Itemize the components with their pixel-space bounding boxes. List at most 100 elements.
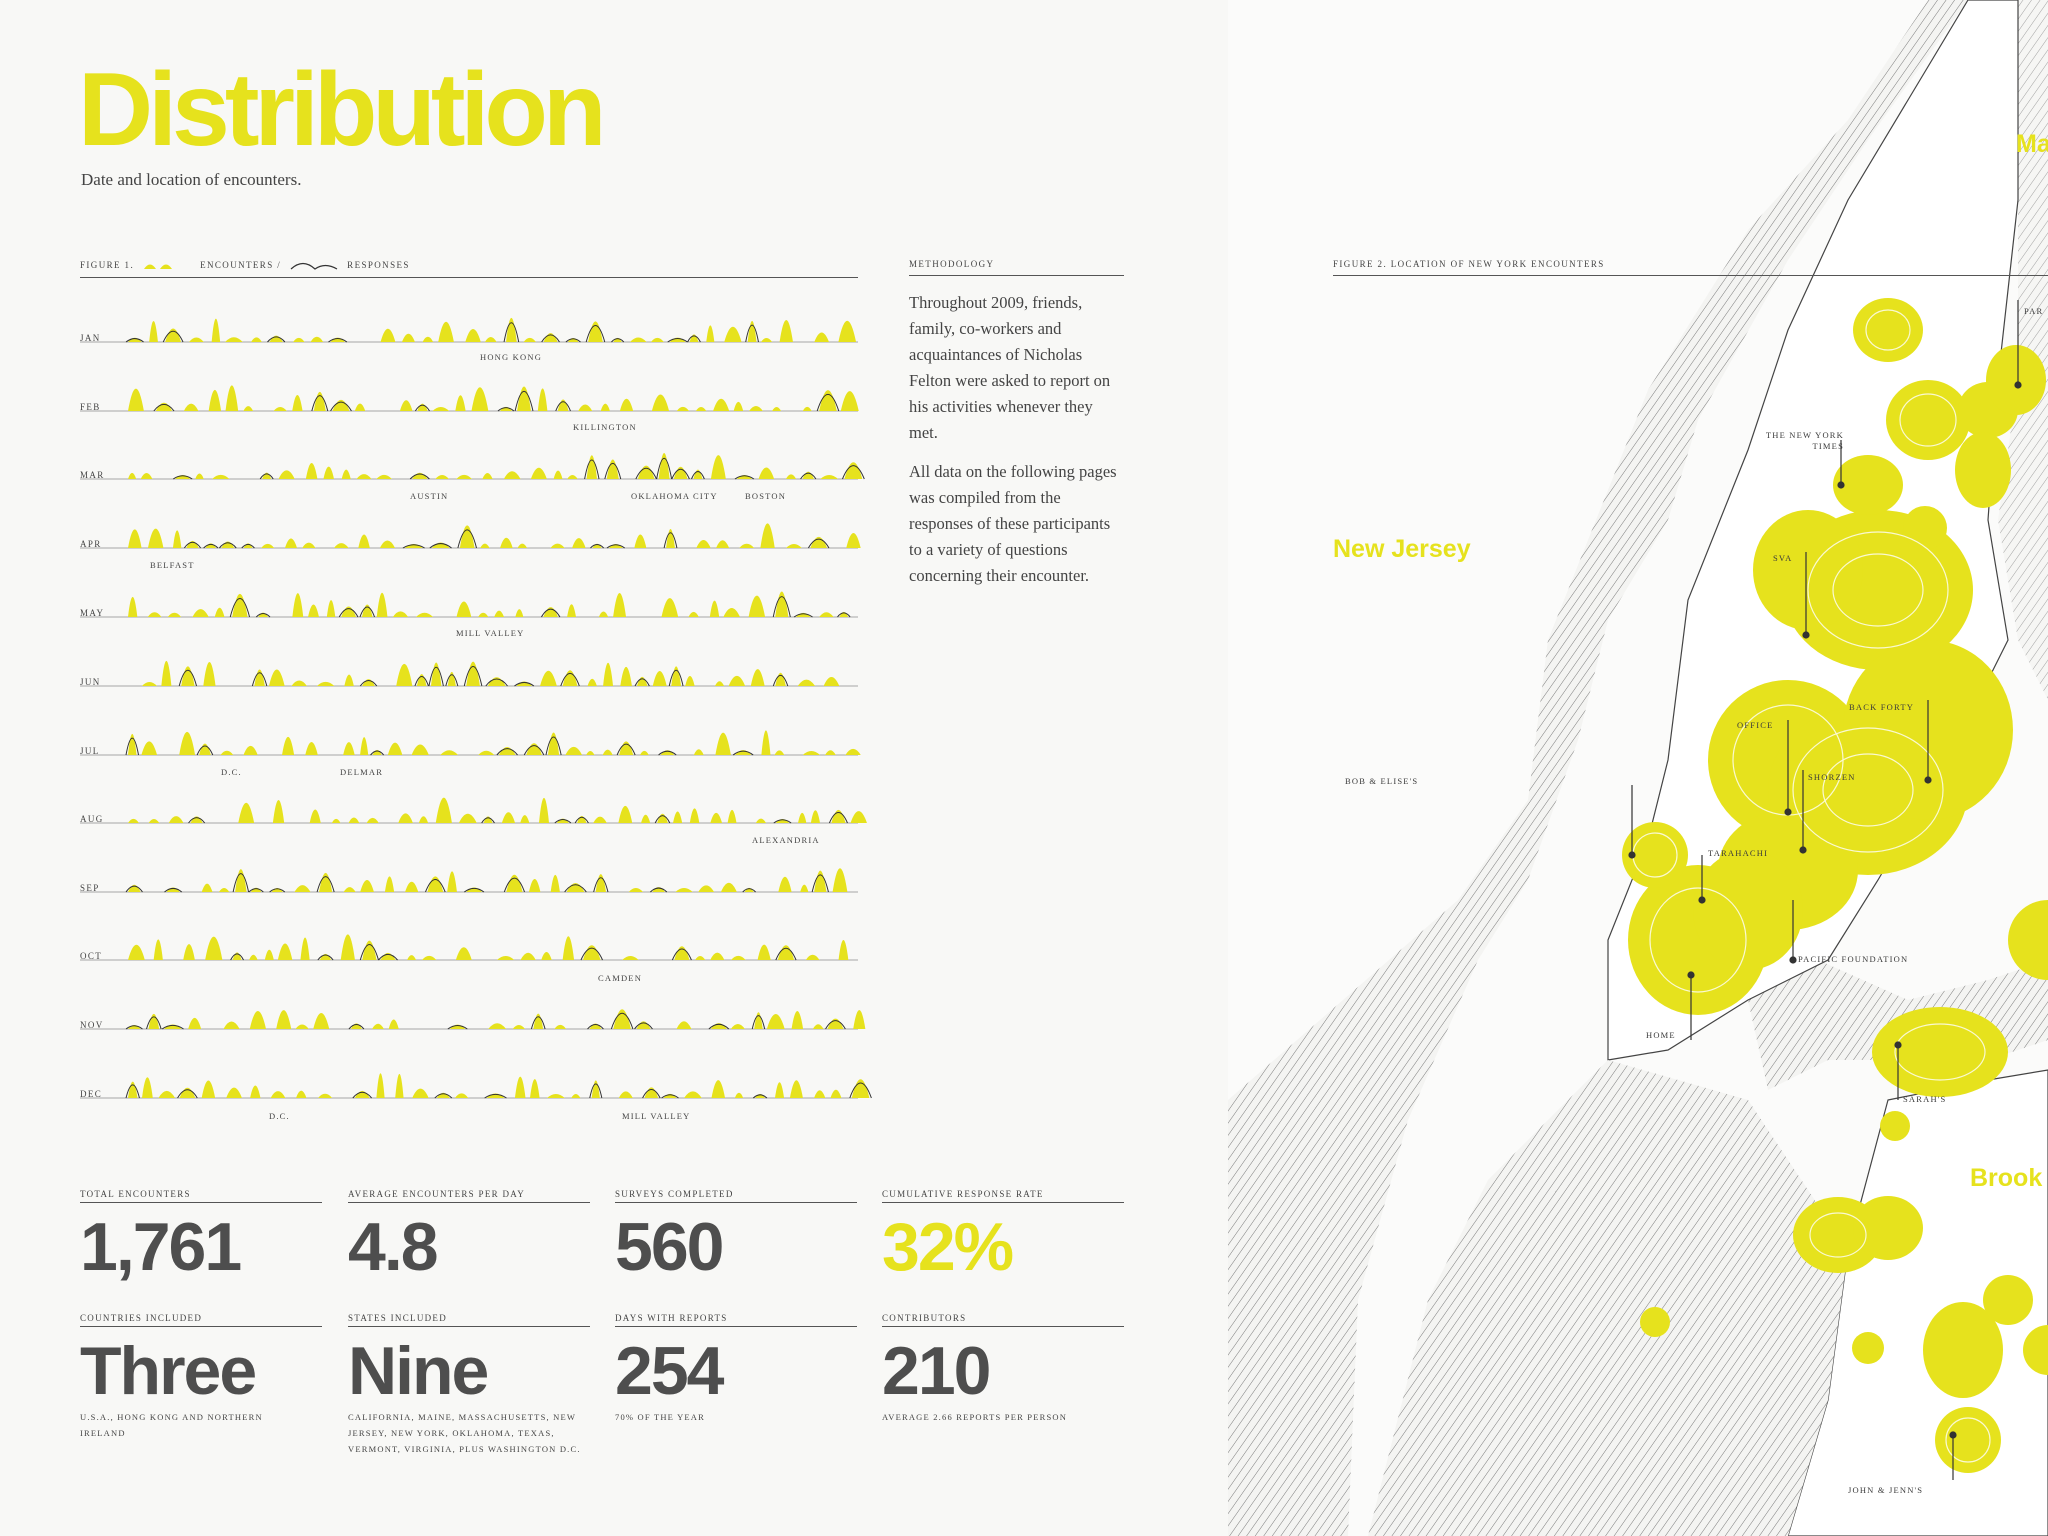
response-curve: [687, 335, 701, 343]
encounter-hump: [733, 401, 744, 411]
encounter-hump: [850, 811, 867, 823]
encounter-hump: [757, 944, 771, 960]
encounter-hump: [838, 940, 849, 960]
response-curve: [828, 812, 848, 824]
encounter-hump: [800, 884, 809, 892]
encounter-hump: [695, 406, 707, 411]
encounter-hump: [326, 600, 336, 617]
encounter-hump: [278, 470, 295, 479]
encounter-hump: [541, 952, 552, 960]
encounter-hump: [376, 1073, 385, 1098]
encounter-hump: [622, 955, 639, 960]
encounter-hump: [562, 936, 575, 960]
encounter-hump: [749, 405, 763, 411]
encounter-hump: [698, 885, 715, 892]
response-curve: [232, 873, 250, 893]
response-curve: [241, 543, 255, 549]
response-curve: [825, 1020, 846, 1030]
response-curve: [634, 678, 650, 687]
place-label: OKLAHOMA CITY: [631, 491, 718, 501]
encounter-hump: [181, 666, 195, 686]
encounter-hump: [411, 744, 429, 755]
month-label: OCT: [80, 951, 103, 961]
response-curve: [370, 750, 385, 756]
encounter-hump: [710, 812, 723, 823]
encounter-timeline: [80, 317, 872, 1099]
encounter-hump: [199, 743, 211, 755]
encounter-hump: [292, 394, 303, 411]
encounter-hump: [478, 750, 495, 755]
encounter-hump: [715, 732, 731, 755]
encounter-hump: [515, 609, 524, 617]
month-label: AUG: [80, 814, 104, 824]
encounter-hump: [641, 814, 651, 823]
encounter-hump: [459, 525, 475, 548]
encounter-hump: [465, 328, 481, 342]
response-curve: [203, 543, 219, 549]
encounter-hump: [688, 611, 699, 617]
encounter-hump: [772, 407, 782, 411]
response-curve: [496, 748, 518, 756]
encounter-hump: [754, 1012, 763, 1029]
encounter-hump: [356, 474, 372, 479]
stat-value: 1,761: [80, 1209, 242, 1285]
encounter-hump: [319, 872, 333, 892]
encounter-hump: [529, 1079, 540, 1098]
encounter-hump: [471, 387, 489, 411]
encounter-hump: [578, 404, 593, 411]
encounter-hump: [571, 1093, 581, 1098]
response-curve: [447, 1025, 468, 1030]
encounter-hump: [639, 750, 649, 755]
encounter-hump: [435, 797, 452, 823]
place-john-jenn: JOHN & JENN'S: [1848, 1485, 1924, 1495]
response-curve: [164, 887, 183, 893]
encounter-hump: [155, 402, 173, 411]
legend-responses: RESPONSES: [347, 260, 410, 270]
methodology-rule: [909, 275, 1124, 276]
encounter-hump: [526, 743, 542, 755]
place-label: CAMDEN: [598, 973, 643, 983]
encounter-hump: [774, 1082, 785, 1098]
encounter-hump: [293, 337, 305, 342]
encounter-hump: [713, 398, 730, 411]
encounter-hump: [595, 874, 606, 892]
stat-average-per-day: AVERAGE ENCOUNTERS PER DAY 4.8: [348, 1189, 590, 1281]
response-curve: [269, 888, 286, 893]
response-curve: [359, 943, 379, 961]
encounter-hump: [823, 677, 840, 686]
encounter-hump: [591, 1080, 600, 1098]
month-label: JUN: [80, 677, 101, 687]
response-curve: [849, 1082, 872, 1099]
encounter-hump: [183, 403, 199, 411]
page-title: Distribution: [78, 52, 606, 168]
response-curve: [593, 877, 609, 893]
encounter-hump: [361, 604, 373, 617]
stat-note: AVERAGE 2.66 REPORTS PER PERSON: [882, 1412, 1068, 1422]
response-curve: [654, 815, 671, 824]
response-curve: [316, 876, 335, 893]
response-curve: [523, 745, 545, 756]
encounter-hump: [494, 610, 505, 617]
response-curve: [218, 542, 237, 549]
encounter-hump: [538, 797, 550, 823]
response-legend-icon: [290, 262, 338, 270]
encounter-hump: [844, 462, 863, 479]
encounter-hump: [380, 328, 396, 342]
encounter-hump: [620, 666, 632, 686]
encounter-hump: [354, 403, 366, 411]
stat-rule: [615, 1326, 857, 1327]
encounter-hump: [840, 391, 859, 411]
encounter-hump: [488, 1023, 507, 1029]
encounter-hump: [251, 337, 262, 342]
response-curve: [772, 596, 791, 618]
encounter-hump: [254, 669, 265, 686]
figure1-rule: [80, 277, 858, 278]
encounter-hump: [440, 750, 459, 755]
encounter-hump: [846, 532, 861, 548]
place-back-forty: BACK FORTY: [1849, 702, 1915, 712]
response-curve: [267, 336, 286, 343]
place-shorzen: SHORZEN: [1808, 772, 1856, 782]
response-curve: [463, 665, 483, 687]
encounter-hump: [606, 459, 619, 479]
encounter-hump: [484, 336, 497, 342]
